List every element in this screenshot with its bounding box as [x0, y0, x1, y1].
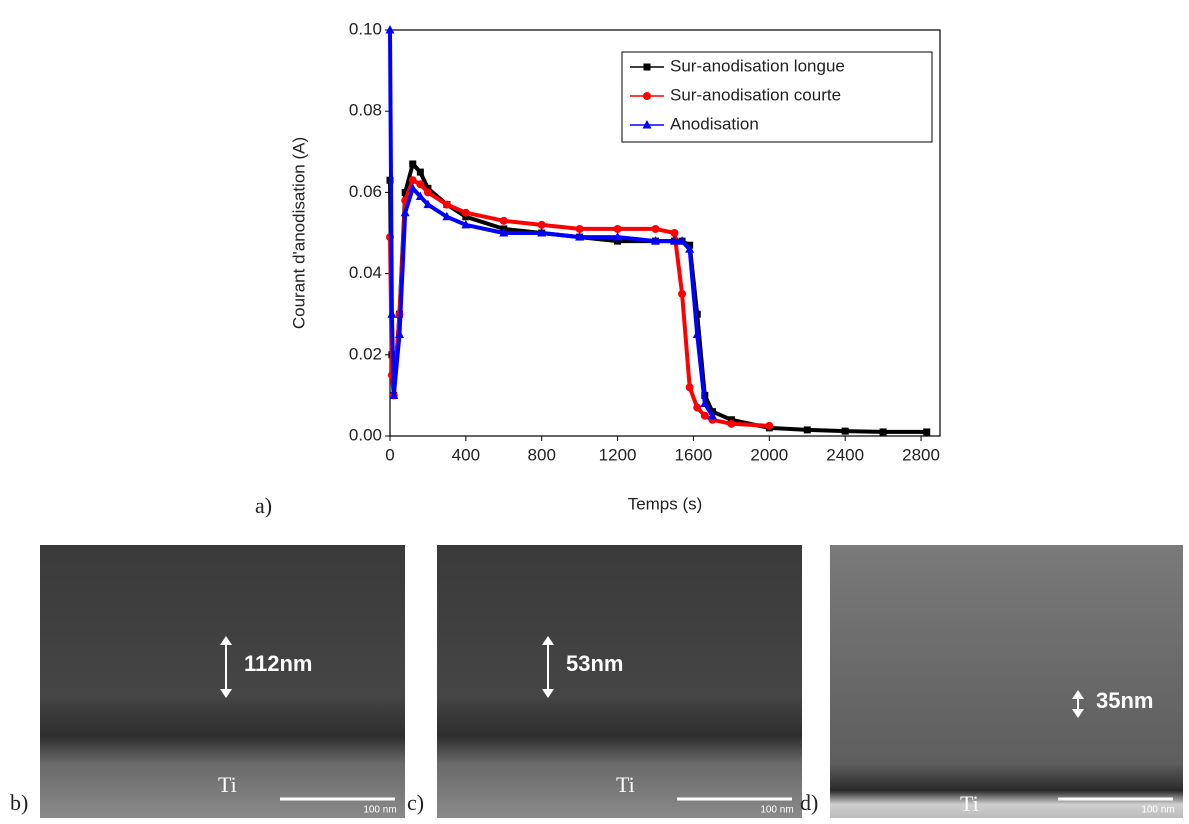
legend-label: Sur-anodisation longue: [670, 56, 845, 75]
marker: [575, 224, 584, 233]
marker: [442, 211, 452, 221]
x-axis-label: Temps (s): [628, 494, 703, 513]
marker: [685, 244, 695, 253]
legend-marker: [643, 92, 651, 100]
scale-label: 100 nm: [363, 805, 396, 816]
scale-label: 100 nm: [1141, 805, 1174, 816]
marker: [423, 199, 433, 209]
legend-item: Sur-anodisation longue: [630, 56, 845, 75]
marker: [442, 200, 451, 209]
x-tick-label: 400: [452, 445, 480, 464]
sem-image: [437, 545, 802, 818]
y-tick-label: 0.08: [349, 101, 382, 120]
y-tick-label: 0.02: [349, 344, 382, 363]
scale-label: 100 nm: [760, 805, 793, 816]
legend-marker: [642, 120, 652, 129]
marker: [685, 383, 694, 392]
legend-marker: [643, 63, 651, 71]
legend-item: Anodisation: [630, 114, 759, 133]
substrate-label: Ti: [218, 772, 237, 797]
marker: [423, 188, 432, 197]
marker: [613, 224, 622, 233]
marker: [461, 219, 471, 229]
marker: [879, 428, 887, 436]
marker: [841, 427, 849, 435]
sem-images: [40, 545, 1183, 818]
marker: [765, 421, 774, 430]
marker: [700, 398, 710, 408]
marker: [669, 236, 679, 245]
marker: [408, 176, 417, 185]
marker: [401, 188, 409, 196]
y-tick-label: 0.10: [349, 19, 382, 38]
x-tick-label: 1600: [675, 445, 713, 464]
y-tick-label: 0.06: [349, 182, 382, 201]
marker: [693, 403, 702, 412]
marker: [678, 289, 687, 298]
marker: [651, 236, 661, 245]
marker: [389, 390, 399, 399]
panel-label: a): [255, 493, 272, 518]
marker: [385, 25, 395, 34]
y-tick-label: 0.00: [349, 425, 382, 444]
marker: [727, 419, 736, 428]
marker: [651, 224, 660, 233]
marker: [537, 228, 547, 237]
thickness-label: 53nm: [566, 651, 623, 676]
marker: [400, 207, 410, 217]
legend-label: Anodisation: [670, 114, 759, 133]
marker: [499, 228, 509, 237]
panel-label: b): [10, 790, 28, 815]
panel-label: c): [407, 790, 424, 815]
x-tick-label: 2400: [826, 445, 864, 464]
x-tick-label: 2800: [902, 445, 940, 464]
substrate-label: Ti: [616, 772, 635, 797]
marker: [416, 180, 425, 189]
thickness-label: 112nm: [244, 651, 313, 676]
arrow-head: [1072, 690, 1084, 718]
marker: [537, 220, 546, 229]
marker: [499, 216, 508, 225]
marker: [461, 208, 470, 217]
marker: [692, 329, 702, 338]
x-tick-label: 800: [528, 445, 556, 464]
x-tick-label: 2000: [750, 445, 788, 464]
legend-label: Sur-anodisation courte: [670, 85, 841, 104]
y-axis-label: Courant d'anodisation (A): [289, 137, 308, 329]
marker: [394, 329, 404, 338]
marker: [670, 229, 679, 237]
marker: [803, 426, 811, 434]
sem-image: [40, 545, 405, 818]
marker: [677, 236, 687, 245]
marker: [408, 183, 418, 192]
marker: [923, 428, 931, 436]
panel-label: d): [800, 790, 818, 815]
sem-image: [830, 545, 1183, 818]
marker: [614, 237, 622, 245]
x-tick-label: 1200: [599, 445, 637, 464]
marker: [700, 411, 709, 420]
marker: [575, 232, 585, 241]
series-line: [388, 162, 927, 434]
x-tick-label: 0: [385, 445, 394, 464]
marker: [462, 213, 470, 221]
marker: [416, 168, 424, 176]
marker: [613, 232, 623, 241]
marker: [387, 309, 397, 318]
marker: [415, 191, 425, 200]
y-tick-label: 0.04: [349, 263, 382, 282]
substrate-label: Ti: [960, 791, 979, 816]
thickness-label: 35nm: [1096, 688, 1153, 713]
legend-item: Sur-anodisation courte: [630, 85, 841, 104]
marker: [424, 184, 432, 192]
marker: [727, 416, 735, 424]
marker: [707, 410, 717, 420]
legend-box: [621, 51, 933, 143]
marker: [409, 160, 417, 168]
